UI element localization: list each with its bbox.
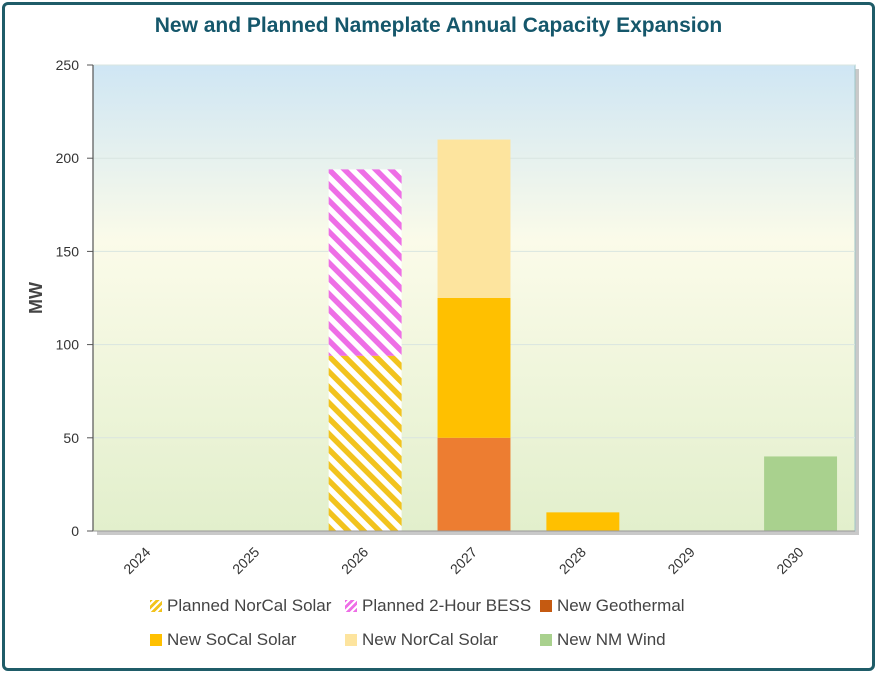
y-tick-label: 100 [56, 337, 80, 353]
x-tick-label: 2026 [338, 544, 371, 577]
legend-label: New Geothermal [557, 596, 685, 615]
y-axis-label: MW [26, 282, 46, 314]
legend-item: Planned NorCal Solar [150, 596, 345, 616]
legend-label: New NorCal Solar [362, 630, 499, 649]
legend-label: New SoCal Solar [167, 630, 297, 649]
legend-swatch [345, 634, 357, 646]
bar-2028-new-socal-solar [546, 512, 620, 531]
x-tick-label: 2029 [664, 544, 697, 577]
x-tick-label: 2025 [229, 544, 262, 577]
legend-label: Planned 2-Hour BESS [362, 596, 532, 615]
chart-title: New and Planned Nameplate Annual Capacit… [154, 14, 723, 37]
legend-label: New NM Wind [557, 630, 666, 649]
y-tick-label: 200 [56, 150, 80, 166]
legend: Planned NorCal Solar Planned 2-Hour BESS N… [150, 596, 750, 650]
x-tick-label: 2027 [447, 544, 480, 577]
y-tick-label: 150 [56, 243, 80, 259]
legend-swatch [150, 634, 162, 646]
legend-item: Planned 2-Hour BESS [345, 596, 540, 616]
y-tick-label: 250 [56, 57, 80, 73]
bar-2030-new-nm-wind [764, 456, 838, 531]
bar-2027-new-geothermal [437, 437, 511, 531]
legend-swatch [540, 600, 552, 612]
x-tick-label: 2024 [120, 544, 153, 577]
legend-item: New NorCal Solar [345, 630, 540, 650]
legend-swatch [540, 634, 552, 646]
x-tick-label: 2028 [556, 544, 589, 577]
bar-2026-planned-2-hour-bess [328, 169, 402, 356]
legend-swatch [150, 600, 162, 612]
bar-2027-new-norcal-solar [437, 139, 511, 298]
bar-2027-new-socal-solar [437, 298, 511, 438]
bar-2026-planned-norcal-solar [328, 355, 402, 531]
legend-swatch [345, 600, 357, 612]
x-tick-label: 2030 [773, 544, 806, 577]
legend-label: Planned NorCal Solar [167, 596, 332, 615]
y-tick-label: 0 [71, 523, 79, 539]
legend-item: New SoCal Solar [150, 630, 345, 650]
y-tick-label: 50 [63, 430, 79, 446]
legend-item: New Geothermal [540, 596, 730, 616]
legend-item: New NM Wind [540, 630, 730, 650]
